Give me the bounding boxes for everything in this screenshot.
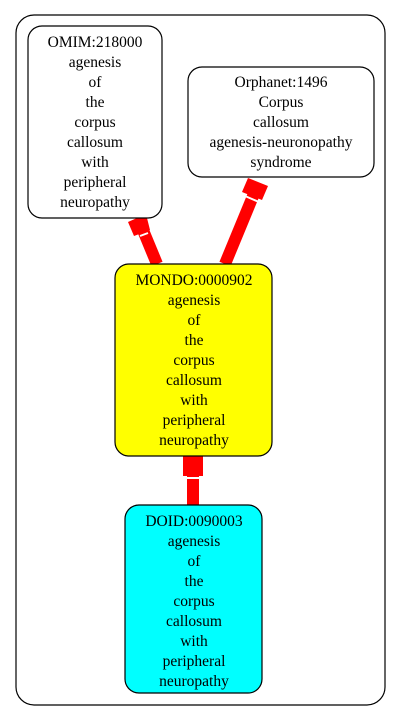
node-mondo-label-line: peripheral bbox=[163, 412, 226, 429]
node-doid-label-line: callosum bbox=[166, 613, 222, 630]
node-omim-label-line: with bbox=[81, 154, 109, 171]
node-omim-label-line: corpus bbox=[74, 114, 115, 131]
node-orphanet-id: Orphanet:1496 bbox=[235, 74, 328, 91]
node-doid-label-line: neuropathy bbox=[159, 673, 229, 690]
node-doid-label-line: corpus bbox=[173, 593, 214, 610]
node-doid-label-line: peripheral bbox=[163, 653, 226, 670]
node-mondo-id: MONDO:0000902 bbox=[135, 272, 252, 289]
node-doid-label-line: agenesis bbox=[168, 533, 221, 550]
node-doid-label-line: with bbox=[180, 633, 208, 650]
edge-orphanet-mondo[interactable] bbox=[219, 178, 268, 267]
node-doid-label-line: the bbox=[185, 573, 204, 590]
edges bbox=[128, 178, 268, 505]
node-omim-label-line: the bbox=[86, 94, 105, 111]
node-mondo-label-line: corpus bbox=[173, 352, 214, 369]
node-mondo-box bbox=[114, 263, 273, 457]
node-mondo-label-line: of bbox=[188, 312, 202, 329]
node-mondo-label-line: neuropathy bbox=[159, 432, 229, 449]
edge-orphanet-mondo-arrow bbox=[242, 178, 268, 200]
node-doid-box bbox=[124, 504, 263, 694]
node-omim-label-line: agenesis bbox=[69, 54, 122, 71]
edge-omim-mondo[interactable] bbox=[128, 214, 163, 267]
node-mondo-label-line: agenesis bbox=[168, 292, 221, 309]
node-orphanet-label-line: callosum bbox=[253, 114, 309, 131]
edge-omim-mondo-arrow bbox=[128, 214, 150, 236]
node-doid[interactable]: DOID:0090003 agenesis of the corpus callosum w… bbox=[124, 504, 263, 694]
node-orphanet-label-line: syndrome bbox=[250, 154, 311, 171]
node-doid-id: DOID:0090003 bbox=[145, 513, 243, 530]
node-omim-id: OMIM:218000 bbox=[48, 34, 143, 51]
node-omim-box bbox=[27, 25, 163, 219]
node-omim-label-line: of bbox=[89, 74, 103, 91]
edge-mondo-doid-arrow bbox=[183, 456, 203, 476]
node-mondo[interactable]: MONDO:0000902 agenesis of the corpus callosum… bbox=[114, 263, 273, 457]
node-orphanet-label-line: agenesis-neuronopathy bbox=[210, 134, 353, 151]
edge-mondo-doid[interactable] bbox=[183, 456, 203, 505]
node-omim-label-line: peripheral bbox=[64, 174, 127, 191]
node-orphanet-label-line: Corpus bbox=[259, 94, 304, 111]
node-omim-label-line: callosum bbox=[67, 134, 123, 151]
node-doid-label-line: of bbox=[188, 553, 202, 570]
node-mondo-label-line: callosum bbox=[166, 372, 222, 389]
node-orphanet[interactable]: Orphanet:1496 Corpus callosum agenesis-neur… bbox=[187, 66, 375, 178]
node-omim[interactable]: OMIM:218000 agenesis of the corpus callosum wi… bbox=[27, 25, 163, 219]
node-orphanet-box bbox=[187, 66, 375, 178]
node-mondo-label-line: the bbox=[185, 332, 204, 349]
node-omim-label-line: neuropathy bbox=[60, 194, 130, 211]
node-mondo-label-line: with bbox=[180, 392, 208, 409]
